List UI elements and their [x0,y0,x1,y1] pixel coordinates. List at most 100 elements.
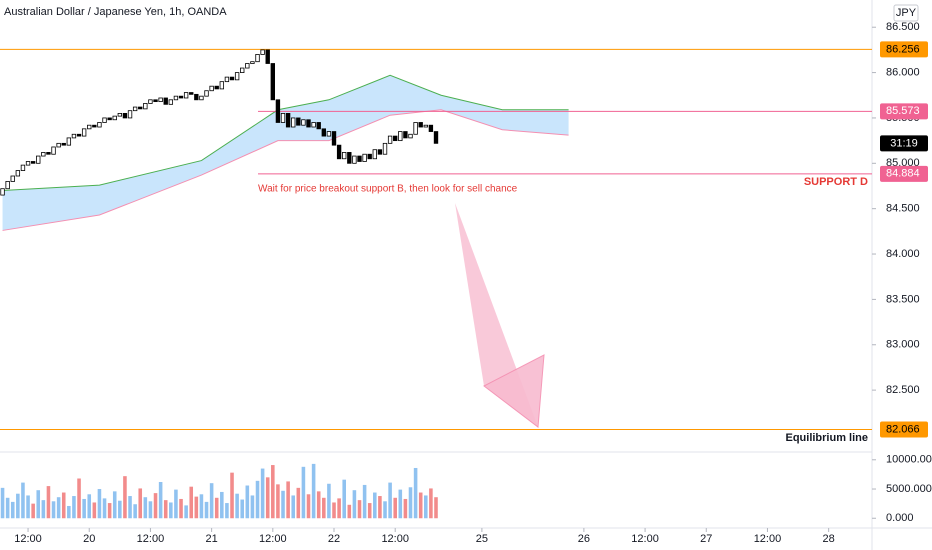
candle [209,85,214,92]
level-label: 86.256 [886,43,920,55]
candle [0,188,5,196]
candle [112,115,117,121]
y-tick-label: 83.500 [886,293,920,305]
volume-bar [153,493,158,519]
candle [387,135,393,144]
x-tick-label: 12:00 [14,533,42,545]
volume-bar [112,491,117,519]
level-tag [880,165,928,182]
volume-bar [291,495,296,519]
candle [153,99,158,103]
volume-bar [362,484,367,519]
volume-bar [424,495,428,519]
volume-bar [383,501,387,519]
volume-bar [77,478,81,519]
candle [245,63,250,69]
candle [81,128,87,137]
volume-bar [281,490,285,519]
candle [347,152,352,164]
candle [403,131,408,139]
candle [423,124,428,128]
volume-bar [82,498,86,519]
volume-bar [301,466,306,519]
volume-bar [16,493,20,519]
candle [352,155,357,164]
candle [183,92,189,99]
volume-bar [163,500,168,519]
candle [234,72,240,81]
y-tick-label: 86.000 [886,66,920,78]
arrow-head [483,354,545,428]
candle [117,113,123,117]
countdown-tag [880,135,928,152]
volume-bar [107,503,112,519]
volume-bar [51,501,56,519]
candle [285,113,291,128]
plot: 86.50086.00085.50085.00084.50084.00083.5… [0,21,932,545]
candle [219,81,225,90]
candle [270,63,276,101]
candle [306,119,311,128]
x-tick-label: 27 [700,533,712,545]
y-tick-label: 84.500 [886,203,920,215]
candle [107,117,112,121]
volume-bar [118,500,122,519]
volume-bar [276,484,280,519]
candle [382,142,388,155]
candle [367,153,372,160]
volume-bar [26,495,30,519]
volume-bar [418,492,423,519]
volume-bar [41,500,46,519]
candle [178,95,184,99]
volume-bar [316,491,321,519]
cloud [2,75,569,231]
x-tick-label: 12:00 [259,533,287,545]
volume-bar [21,482,25,519]
volume-bar [388,482,392,519]
volume-bar [128,496,132,519]
candle [362,153,367,162]
volume-bar [56,497,61,519]
candle [30,161,36,164]
x-tick-label: 12:00 [754,533,782,545]
volume-bar [10,501,15,519]
candle [15,170,21,177]
volume-bar [434,497,438,519]
volume-bar [306,494,311,519]
volume-bar [148,501,153,519]
volume-bar [169,502,173,519]
candle [357,155,362,162]
volume-bar [255,480,260,519]
candle [296,117,301,126]
x-tick-label: 26 [578,533,590,545]
volume-bar [265,477,270,519]
x-tick-label: 21 [206,533,218,545]
volume-bar [271,465,275,519]
volume-bar [337,498,341,519]
volume-bar [92,502,97,519]
candle [214,85,219,90]
candle [428,124,434,132]
candle [61,142,66,146]
volume-bar [97,489,102,519]
candle [321,128,326,137]
cloud-lower [2,109,569,231]
candle [25,161,31,166]
candle [168,99,174,105]
candle [127,110,133,119]
candle [41,152,46,157]
volume-bar [327,483,331,519]
candle [433,131,439,144]
candle [194,93,199,101]
volume-bar [352,490,357,519]
volume-bar [286,481,290,519]
volume-bar [220,491,224,519]
volume-bar [209,483,214,519]
x-tick-label: 12:00 [137,533,165,545]
candle [398,131,403,142]
x-tick-label: 25 [476,533,488,545]
level-label: 82.066 [886,423,920,435]
candle [240,67,245,73]
